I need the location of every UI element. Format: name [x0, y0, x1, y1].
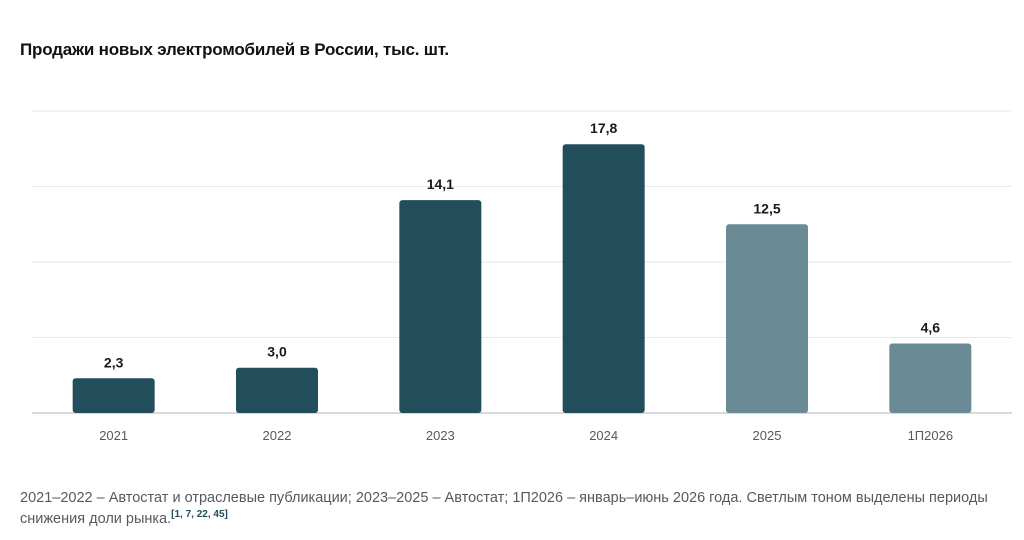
- reference-links[interactable]: [1, 7, 22, 45]: [171, 509, 228, 521]
- bar: [399, 200, 482, 413]
- x-tick-label: 1П2026: [908, 428, 954, 443]
- bar: [726, 224, 808, 413]
- bar-value-label: 2,3: [104, 354, 124, 370]
- x-tick-label: 2022: [263, 428, 292, 443]
- bar-value-label: 14,1: [427, 176, 454, 192]
- source-note-text: 2021–2022 – Автостат и отраслевые публик…: [20, 490, 988, 527]
- chart-title: Продажи новых электромобилей в России, т…: [20, 40, 449, 59]
- x-tick-label: 2024: [589, 428, 618, 443]
- source-note: 2021–2022 – Автостат и отраслевые публик…: [20, 488, 1010, 530]
- bar: [236, 367, 318, 413]
- bar-chart: 2,3 2021 3,0 2022 14,1 2023 17,8 2024 12,5 2025 4,…: [32, 110, 1012, 443]
- bar: [562, 144, 645, 413]
- bar: [72, 378, 155, 413]
- bar-value-label: 4,6: [921, 320, 941, 336]
- bar-value-label: 17,8: [590, 120, 617, 136]
- x-tick-label: 2025: [753, 428, 782, 443]
- x-tick-label: 2021: [99, 428, 128, 443]
- bar-value-label: 3,0: [267, 344, 287, 360]
- bar-value-label: 12,5: [753, 200, 780, 216]
- bar: [889, 343, 972, 413]
- x-tick-label: 2023: [426, 428, 455, 443]
